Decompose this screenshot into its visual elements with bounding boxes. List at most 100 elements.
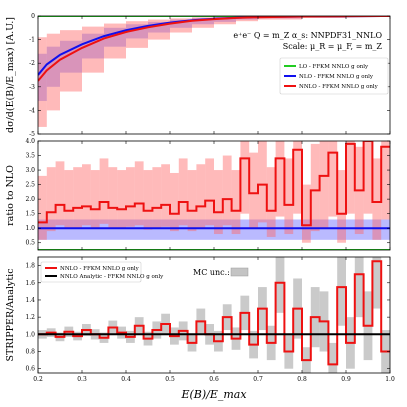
x-tick-label: 0.4 xyxy=(121,376,131,383)
uncertainty-band-2 xyxy=(104,23,126,59)
y-tick-label: 1.8 xyxy=(25,263,35,270)
uncertainty-band-2 xyxy=(346,141,355,214)
uncertainty-band-2 xyxy=(82,164,91,226)
y-tick-label: 1.4 xyxy=(25,297,35,304)
legend-label: LO - FFKM NNLO g only xyxy=(299,64,369,70)
uncertainty-band-2 xyxy=(46,167,56,232)
uncertainty-band-2 xyxy=(90,170,100,229)
uncertainty-band-1 xyxy=(390,219,407,239)
y-tick-label: 2.5 xyxy=(25,182,35,189)
uncertainty-band-2 xyxy=(302,184,311,243)
uncertainty-band-2 xyxy=(236,16,258,22)
uncertainty-band-2 xyxy=(161,164,170,227)
scale-annotation: Scale: μ_R = μ_F, = m_Z xyxy=(283,42,383,51)
uncertainty-band-2 xyxy=(64,170,74,229)
uncertainty-band-2 xyxy=(55,161,65,226)
uncertainty-band-2 xyxy=(337,170,346,243)
x-axis-label: E(B)/E_max xyxy=(180,388,247,401)
uncertainty-band-2 xyxy=(178,158,188,226)
uncertainty-band-2 xyxy=(275,141,285,217)
mc-uncertainty-box xyxy=(275,257,285,313)
uncertainty-band-1 xyxy=(192,17,214,25)
uncertainty-band-2 xyxy=(258,16,302,20)
uncertainty-band-2 xyxy=(328,141,338,217)
uncertainty-band-1 xyxy=(170,19,192,28)
mc-uncertainty-box xyxy=(328,342,338,373)
uncertainty-band-2 xyxy=(372,158,382,240)
x-tick-label: 0.5 xyxy=(165,376,175,383)
y-axis-label: STRIPPER/Analytic xyxy=(5,268,16,361)
uncertainty-band-2 xyxy=(381,141,390,220)
uncertainty-band-2 xyxy=(214,170,223,235)
y-tick-label: -2 xyxy=(29,60,35,67)
uncertainty-band-2 xyxy=(231,170,241,235)
y-tick-label: 0.8 xyxy=(25,349,35,356)
mc-uncertainty-box xyxy=(354,257,364,318)
y-tick-label: 0 xyxy=(31,13,35,20)
y-tick-label: 1.0 xyxy=(25,331,35,338)
y-tick-label: 0.5 xyxy=(25,240,35,247)
uncertainty-band-2 xyxy=(205,158,214,226)
uncertainty-band-2 xyxy=(152,167,162,229)
uncertainty-band-2 xyxy=(99,158,109,224)
uncertainty-band-2 xyxy=(60,30,82,92)
y-tick-label: 1.5 xyxy=(25,211,35,218)
mc-unc-swatch xyxy=(230,267,249,277)
series-line-2 xyxy=(38,141,390,227)
uncertainty-band-2 xyxy=(258,141,267,223)
y-tick-label: -1 xyxy=(29,37,35,44)
uncertainty-band-2 xyxy=(222,155,232,226)
mc-uncertainty-box xyxy=(372,257,382,309)
uncertainty-band-1 xyxy=(60,40,82,73)
legend-label: NNLO - FFKM NNLO g only xyxy=(60,266,140,272)
uncertainty-band-1 xyxy=(214,17,236,22)
uncertainty-band-2 xyxy=(170,172,179,232)
y-tick-label: 4.0 xyxy=(25,138,35,145)
y-tick-label: 1.0 xyxy=(25,225,35,232)
x-tick-label: 0.8 xyxy=(297,376,307,383)
x-tick-label: 0.7 xyxy=(253,376,263,383)
uncertainty-band-2 xyxy=(73,167,82,229)
uncertainty-band-2 xyxy=(38,175,47,240)
y-tick-label: 1.6 xyxy=(25,280,35,287)
uncertainty-band-2 xyxy=(143,170,153,230)
uncertainty-band-2 xyxy=(249,152,258,229)
uncertainty-band-2 xyxy=(293,141,302,214)
uncertainty-band-2 xyxy=(214,16,236,25)
uncertainty-band-2 xyxy=(38,37,47,127)
y-axis-label: dσ/d(E(B)/E_max) [A.U.] xyxy=(5,17,16,133)
uncertainty-band-2 xyxy=(319,141,329,229)
uncertainty-band-2 xyxy=(196,164,206,229)
legend-label: NNLO Analytic - FFKM NNLO g only xyxy=(60,274,164,280)
y-tick-label: 1.2 xyxy=(25,314,35,321)
x-tick-label: 0.2 xyxy=(33,376,43,383)
x-tick-label: 0.3 xyxy=(77,376,87,383)
y-tick-label: 3.0 xyxy=(25,167,35,174)
y-axis-label: ratio to NLO xyxy=(5,165,16,226)
y-tick-label: 2.0 xyxy=(25,196,35,203)
uncertainty-band-2 xyxy=(310,143,320,232)
legend-box xyxy=(40,261,142,283)
uncertainty-band-2 xyxy=(187,170,197,232)
uncertainty-band-2 xyxy=(284,158,294,235)
uncertainty-band-2 xyxy=(363,141,373,214)
x-tick-label: 1.0 xyxy=(385,376,395,383)
y-tick-label: -4 xyxy=(29,107,35,114)
y-tick-label: -5 xyxy=(29,131,35,138)
uncertainty-band-1 xyxy=(38,53,47,101)
legend-label: NLO - FFKM NNLO g only xyxy=(299,74,374,80)
process-annotation: e⁺e⁻ Q = m_Z α_s: NNPDF31_NNLO xyxy=(233,31,382,40)
y-tick-label: 3.5 xyxy=(25,153,35,160)
x-tick-label: 0.6 xyxy=(209,376,219,383)
uncertainty-band-2 xyxy=(82,26,104,73)
y-tick-label: 0.6 xyxy=(25,366,35,373)
x-tick-label: 0.9 xyxy=(341,376,351,383)
uncertainty-band-2 xyxy=(108,167,118,229)
uncertainty-band-2 xyxy=(117,170,126,229)
uncertainty-band-2 xyxy=(46,33,60,111)
mc-uncertainty-box xyxy=(337,257,346,326)
uncertainty-band-2 xyxy=(126,167,135,227)
uncertainty-band-2 xyxy=(192,17,214,28)
uncertainty-band-2 xyxy=(266,167,276,237)
